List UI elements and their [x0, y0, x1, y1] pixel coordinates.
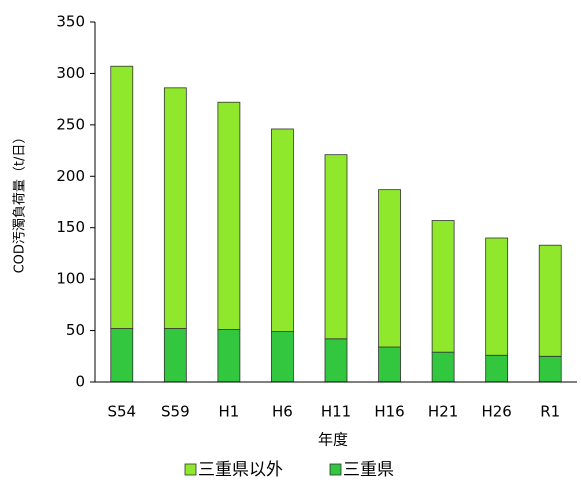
y-axis-label: COD汚濁負荷量（t/日）: [12, 131, 28, 274]
bar-segment: [538, 244, 562, 357]
bar-segment: [271, 128, 294, 333]
y-tick-label: 350: [56, 13, 85, 31]
bar-segment: [324, 338, 348, 383]
y-tick-label: 300: [56, 64, 85, 82]
legend-label: 三重県: [343, 460, 394, 480]
y-tick-label: 250: [56, 115, 85, 133]
x-tick-label: H16: [374, 403, 404, 421]
x-tick-label: R1: [540, 403, 560, 421]
bar-segment: [217, 329, 241, 383]
y-tick-label: 50: [66, 321, 85, 339]
y-tick-label: 100: [56, 270, 85, 288]
x-axis-label: 年度: [318, 431, 348, 449]
y-tick-label: 0: [75, 373, 85, 391]
legend-swatch: [329, 463, 342, 476]
bar-segment: [271, 331, 294, 383]
y-tick-label: 200: [56, 167, 85, 185]
x-tick-label: S59: [161, 403, 190, 421]
bar-segment: [431, 351, 455, 383]
legend-label: 三重県以外: [198, 460, 283, 480]
x-tick-label: S54: [107, 403, 136, 421]
bar-segment: [378, 346, 401, 383]
bar-segment: [485, 237, 509, 356]
x-tick-label: H1: [218, 403, 239, 421]
bar-segment: [538, 355, 562, 383]
x-tick-label: H21: [428, 403, 458, 421]
bar-segment: [110, 328, 134, 383]
bar-segment: [485, 354, 509, 383]
bar-segment: [217, 101, 241, 330]
legend-swatch: [184, 463, 197, 476]
bar-segment: [431, 220, 455, 353]
x-tick-label: H11: [321, 403, 351, 421]
bar-segment: [163, 328, 187, 383]
bar-segment: [110, 65, 134, 329]
y-tick-label: 150: [56, 218, 85, 236]
bar-segment: [324, 154, 348, 340]
x-tick-label: H26: [481, 403, 511, 421]
x-tick-label: H6: [272, 403, 293, 421]
bar-segment: [378, 189, 401, 348]
bar-segment: [163, 87, 187, 329]
